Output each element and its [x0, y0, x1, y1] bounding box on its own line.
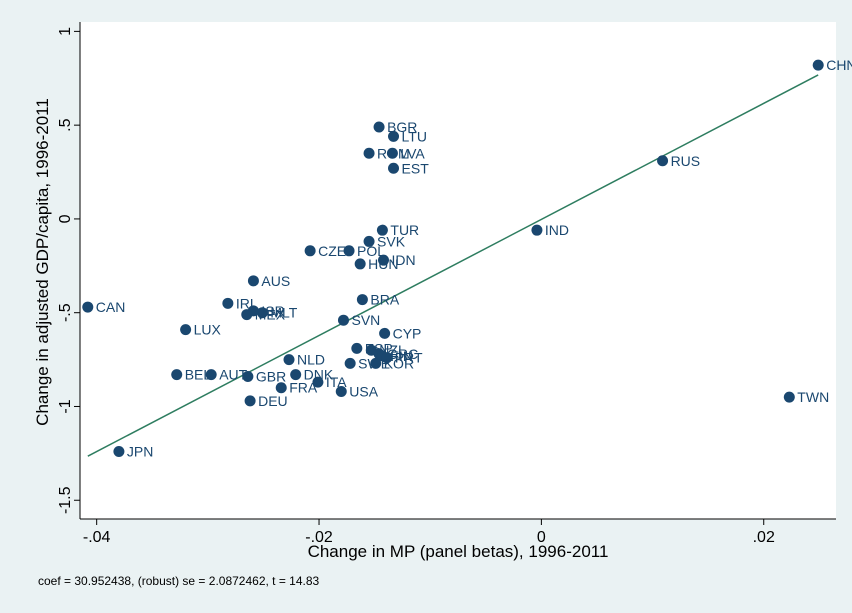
- point-marker: [304, 245, 316, 257]
- point-marker: [356, 294, 368, 306]
- point-label: MLT: [270, 305, 297, 321]
- point-label: NLD: [297, 352, 325, 368]
- point-label: RUS: [671, 153, 701, 169]
- point-marker: [337, 314, 349, 326]
- point-marker: [290, 369, 302, 381]
- point-label: PRT: [395, 350, 423, 366]
- point-label: LVA: [400, 145, 425, 161]
- regression-note: coef = 30.952438, (robust) se = 2.087246…: [38, 574, 320, 588]
- point-marker: [335, 385, 347, 397]
- point-marker: [343, 245, 355, 257]
- y-tick-label: 1: [57, 27, 74, 36]
- point-label: JPN: [127, 443, 153, 459]
- point-marker: [386, 147, 398, 159]
- point-marker: [82, 301, 94, 313]
- point-label: CYP: [393, 325, 422, 341]
- point-label: HUN: [368, 256, 398, 272]
- point-label: LUX: [194, 322, 222, 338]
- point-marker: [363, 147, 375, 159]
- point-label: BRA: [370, 292, 399, 308]
- point-marker: [354, 258, 366, 270]
- point-marker: [783, 391, 795, 403]
- point-label: FRA: [289, 380, 318, 396]
- point-label: SVN: [351, 312, 380, 328]
- point-label: IND: [545, 222, 569, 238]
- x-axis-ticks: -.04 -.02 0 .02: [83, 519, 775, 546]
- point-label: MEX: [255, 307, 286, 323]
- point-marker: [113, 445, 125, 457]
- point-marker: [242, 370, 254, 382]
- x-tick-label: -.04: [83, 529, 111, 546]
- y-tick-label: -1.5: [57, 486, 74, 514]
- point-marker: [241, 309, 253, 321]
- point-label: BEL: [185, 367, 212, 383]
- x-tick-label: .02: [753, 529, 775, 546]
- point-label: GRC: [387, 346, 418, 362]
- point-marker: [171, 369, 183, 381]
- point-marker: [312, 376, 324, 388]
- point-marker: [283, 354, 295, 366]
- point-label: CZE: [318, 243, 346, 259]
- point-marker: [657, 155, 669, 167]
- point-marker: [244, 395, 256, 407]
- point-marker: [376, 224, 388, 236]
- point-label: TWN: [797, 389, 829, 405]
- point-marker: [275, 382, 287, 394]
- point-label: CHN: [826, 57, 852, 73]
- x-axis-label: Change in MP (panel betas), 1996-2011: [308, 542, 609, 561]
- y-tick-label: .5: [57, 118, 74, 131]
- point-marker: [381, 352, 393, 364]
- x-tick-label: -.02: [305, 529, 333, 546]
- point-label: GBR: [256, 368, 286, 384]
- y-tick-label: 0: [57, 214, 74, 223]
- point-label: CAN: [96, 299, 126, 315]
- point-marker: [363, 235, 375, 247]
- y-tick-label: -1: [57, 399, 74, 413]
- point-label: AUT: [219, 367, 247, 383]
- point-marker: [256, 307, 268, 319]
- point-marker: [222, 297, 234, 309]
- point-marker: [531, 224, 543, 236]
- y-axis-ticks: 1 .5 0 -.5 -1 -1.5: [57, 27, 80, 514]
- point-marker: [351, 342, 363, 354]
- point-marker: [205, 369, 217, 381]
- point-marker: [247, 275, 259, 287]
- point-marker: [344, 357, 356, 369]
- x-tick-label: 0: [537, 529, 546, 546]
- point-label: SVK: [377, 233, 406, 249]
- point-label: IDN: [392, 252, 416, 268]
- point-marker: [388, 130, 400, 142]
- point-marker: [379, 327, 391, 339]
- data-points: CHNRUSINDTWNBGRLTUROMLVAESTTURSVKCZEPOLI…: [82, 57, 852, 459]
- point-label: USA: [349, 383, 378, 399]
- point-label: KOR: [384, 355, 414, 371]
- point-marker: [180, 324, 192, 336]
- point-marker: [812, 59, 824, 71]
- point-marker: [370, 357, 382, 369]
- plot-area: [80, 22, 836, 519]
- y-axis-label: Change in adjusted GDP/capita, 1996-2011: [33, 98, 52, 426]
- point-label: LTU: [402, 128, 427, 144]
- point-label: TUR: [390, 222, 419, 238]
- point-label: EST: [402, 160, 430, 176]
- point-label: POL: [357, 243, 385, 259]
- point-marker: [373, 121, 385, 133]
- y-tick-label: -.5: [57, 303, 74, 322]
- point-label: DEU: [258, 393, 288, 409]
- point-label: AUS: [261, 273, 290, 289]
- point-marker: [388, 162, 400, 174]
- point-label: FIN: [390, 348, 413, 364]
- point-label: DNK: [304, 367, 334, 383]
- point-marker: [378, 254, 390, 266]
- fitted-line: [87, 74, 819, 457]
